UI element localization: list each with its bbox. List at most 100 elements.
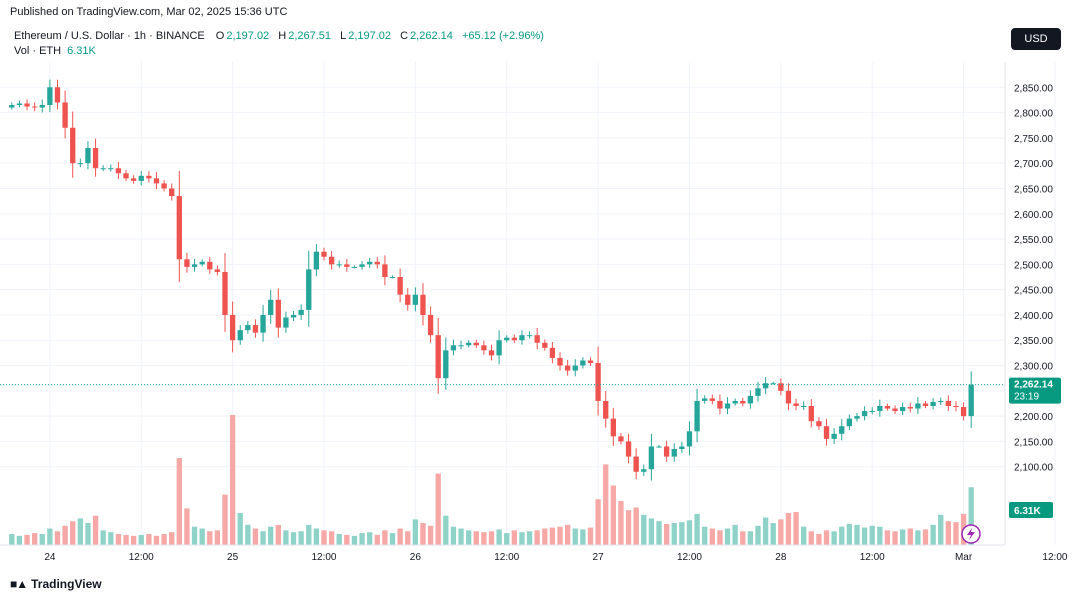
volume-bar [169, 532, 175, 545]
candle-body [367, 261, 373, 265]
candle-body [633, 456, 639, 472]
volume-bar [915, 530, 921, 545]
price-tick-label: 2,350.00 [1014, 336, 1053, 347]
volume-bar [374, 534, 380, 545]
volume-bar [922, 529, 929, 545]
volume-bar [801, 526, 807, 545]
price-tick-label: 2,550.00 [1014, 235, 1053, 246]
volume-bar [671, 523, 677, 545]
volume-bar [938, 514, 944, 545]
volume-bar [123, 534, 129, 545]
candle-body [374, 261, 380, 265]
volume-bar [709, 528, 715, 545]
candle-body [70, 127, 76, 164]
candle-body [24, 103, 30, 107]
candles [9, 79, 974, 481]
candle-body [740, 400, 746, 404]
volume-bar [686, 520, 693, 545]
time-tick-label: 12:00 [860, 552, 885, 563]
symbol-label[interactable]: Ethereum / U.S. Dollar · 1h · BINANCE [14, 30, 205, 42]
candle-body [283, 317, 289, 328]
tradingview-logo[interactable]: ■▲ TradingView [10, 577, 102, 591]
volume-bar [488, 531, 495, 545]
candle-body [465, 342, 472, 346]
time-tick-label: 12:00 [1042, 552, 1067, 563]
volume-bar [473, 531, 479, 545]
candle-body [877, 406, 883, 412]
time-tick-label: 12:00 [311, 552, 336, 563]
candle-body [245, 325, 251, 331]
volume-bar [641, 514, 647, 545]
candle-body [778, 383, 784, 391]
candle-body [176, 196, 182, 260]
time-tick-label: 27 [593, 552, 605, 563]
volume-bar [450, 526, 457, 545]
candle-body [138, 175, 144, 181]
candle-body [861, 411, 868, 417]
candle-body [618, 436, 624, 442]
volume-bar [420, 523, 426, 545]
candle-body [328, 256, 335, 265]
candle-body [260, 314, 266, 333]
volume-bar [595, 499, 601, 545]
volume-bar [816, 534, 822, 545]
currency-button[interactable]: USD [1011, 28, 1061, 50]
time-tick-label: 12:00 [494, 552, 519, 563]
candle-body [869, 411, 875, 413]
price-tick-label: 2,650.00 [1014, 184, 1053, 195]
volume-bar [77, 518, 83, 545]
tv-logo-icon: ■▲ [10, 577, 28, 591]
volume-bar [884, 530, 891, 545]
volume-bar [557, 526, 563, 545]
candle-body [793, 403, 799, 406]
price-tick-label: 2,800.00 [1014, 109, 1053, 120]
volume-bar [191, 526, 198, 545]
candle-body [389, 277, 396, 278]
volume-bar [443, 515, 449, 545]
volume-bar [907, 528, 913, 545]
volume-bar [435, 473, 441, 545]
candle-body [785, 390, 792, 404]
volume-bar [344, 534, 350, 545]
candle-body [953, 406, 959, 408]
candle-body [397, 277, 403, 295]
volume-bar [100, 530, 106, 545]
candle-body [207, 261, 213, 270]
price-tick-label: 2,400.00 [1014, 311, 1053, 322]
volume-bar [39, 534, 45, 545]
candle-body [481, 345, 487, 351]
candle-body [268, 299, 274, 315]
volume-label[interactable]: Vol · ETH [14, 45, 62, 57]
volume-bar [747, 531, 754, 545]
volume-bar [717, 530, 723, 545]
volume-bar [237, 512, 243, 545]
candle-body [336, 264, 342, 266]
candle-body [770, 383, 776, 385]
volume-bar [534, 530, 540, 545]
volume-bar [153, 535, 160, 545]
candle-body [724, 403, 731, 409]
lightning-icon[interactable] [961, 524, 981, 544]
candle-body [610, 418, 616, 437]
grid [0, 62, 1056, 545]
price-tag: 2,262.14 23:19 [1009, 377, 1061, 404]
volume-bar [298, 531, 304, 545]
candle-body [275, 299, 281, 328]
candle-body [237, 330, 243, 341]
volume-bar [770, 523, 776, 545]
volume-bar [785, 512, 792, 545]
volume-bar [214, 530, 221, 545]
time-tick-label: Mar [955, 552, 973, 563]
volume-bar [542, 528, 548, 545]
candle-body [184, 259, 190, 267]
low-value: 2,197.02 [348, 30, 392, 42]
candle-body [732, 400, 738, 404]
volume-bar [161, 534, 167, 545]
time-tick-label: 12:00 [677, 552, 702, 563]
candle-body [47, 87, 53, 105]
time-tick-label: 24 [44, 552, 56, 563]
volume-bar [146, 534, 152, 545]
volume-bar [229, 415, 236, 545]
